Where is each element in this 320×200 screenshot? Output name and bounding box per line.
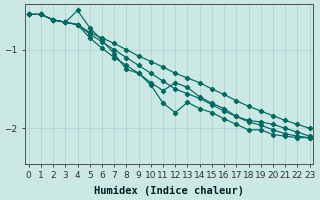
X-axis label: Humidex (Indice chaleur): Humidex (Indice chaleur) xyxy=(94,186,244,196)
